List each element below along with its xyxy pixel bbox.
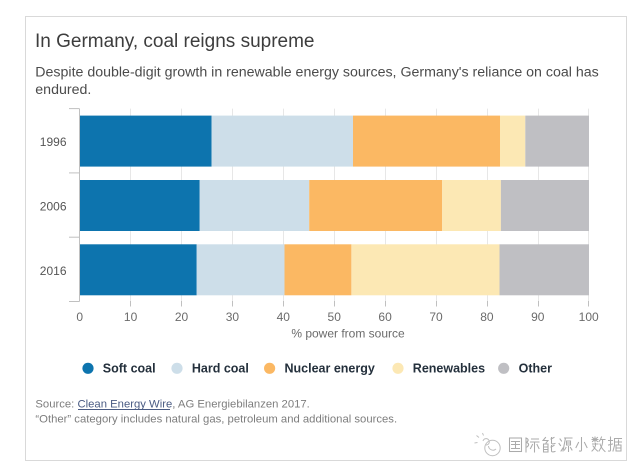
- svg-text:20: 20: [175, 310, 189, 324]
- svg-text:Other: Other: [519, 362, 552, 376]
- svg-text:2016: 2016: [40, 264, 67, 278]
- svg-text:Soft coal: Soft coal: [103, 362, 156, 376]
- svg-text:50: 50: [328, 310, 342, 324]
- svg-text:% power from source: % power from source: [291, 327, 405, 341]
- svg-text:Renewables: Renewables: [413, 362, 485, 376]
- svg-text:Despite double-digit growth in: Despite double-digit growth in renewable…: [35, 64, 598, 80]
- svg-text:1996: 1996: [40, 135, 67, 149]
- svg-text:In Germany, coal reigns suprem: In Germany, coal reigns supreme: [35, 31, 315, 52]
- svg-text:2006: 2006: [40, 199, 67, 213]
- svg-text:70: 70: [429, 310, 443, 324]
- svg-text:0: 0: [76, 310, 83, 324]
- svg-text:endured.: endured.: [35, 82, 91, 98]
- svg-text:90: 90: [531, 310, 545, 324]
- svg-text:Nuclear energy: Nuclear energy: [285, 362, 375, 376]
- svg-text:40: 40: [277, 310, 291, 324]
- svg-text:Hard coal: Hard coal: [192, 362, 249, 376]
- svg-text:10: 10: [124, 310, 138, 324]
- svg-text:100: 100: [579, 310, 599, 324]
- svg-text:“Other” category includes natu: “Other” category includes natural gas, p…: [35, 413, 397, 425]
- svg-text:30: 30: [226, 310, 240, 324]
- svg-text:80: 80: [480, 310, 494, 324]
- svg-text:Source: Clean Energy Wire, AG: Source: Clean Energy Wire, AG Energiebil…: [35, 399, 309, 411]
- svg-text:60: 60: [378, 310, 392, 324]
